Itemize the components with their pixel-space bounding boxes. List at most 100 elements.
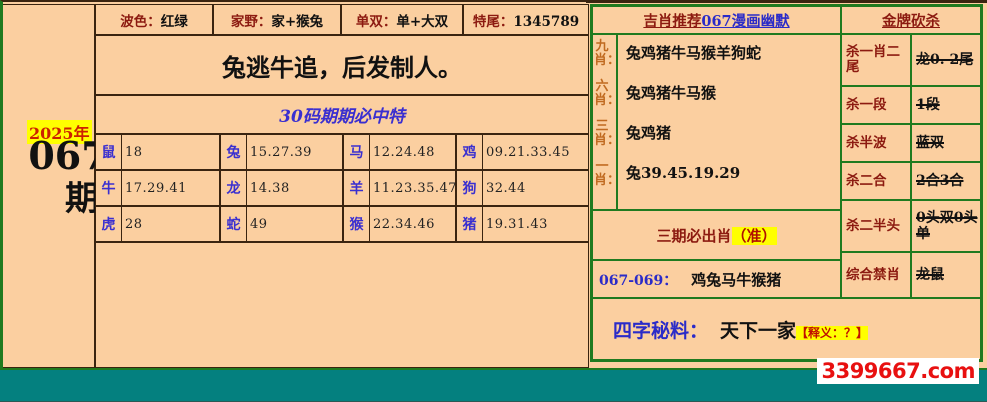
recommend-body bbox=[592, 34, 841, 210]
zodiac-numbers: 11.23.35.47 bbox=[373, 180, 458, 196]
header-label-bose: 波色： bbox=[120, 13, 161, 30]
zodiac-cell: 龙 14.38 bbox=[220, 170, 343, 206]
left-panel: 波色：红绿 家野：家+猴兔 单双：单+大双 特尾：1345789 兔逃牛追，后发… bbox=[0, 0, 589, 368]
zodiac-cell: 狗 32.44 bbox=[456, 170, 589, 206]
issue-year: 2025年 bbox=[27, 120, 92, 144]
code30-text: 30码期期必中特 bbox=[279, 107, 405, 127]
zodiac-cell: 牛 17.29.41 bbox=[95, 170, 220, 206]
zodiac-numbers: 14.38 bbox=[250, 180, 290, 196]
recommend-value-six: 兔鸡猪牛马猴 bbox=[626, 83, 717, 102]
zodiac-name: 鼠 bbox=[96, 135, 122, 169]
kill-label-cell: 杀一段 bbox=[841, 86, 911, 124]
zodiac-cell: 鼠 18 bbox=[95, 134, 220, 170]
range-value: 鸡兔马牛猴猪 bbox=[691, 270, 782, 289]
zodiac-name: 猴 bbox=[344, 207, 370, 241]
zodiac-numbers: 17.29.41 bbox=[125, 180, 187, 196]
kill-value-cell: 2合3合 bbox=[911, 162, 981, 200]
zodiac-numbers: 49 bbox=[250, 216, 268, 232]
zodiac-numbers: 22.34.46 bbox=[373, 216, 435, 232]
slogan-text: 兔逃牛追，后发制人。 bbox=[222, 52, 462, 82]
kill-label-cell: 杀二半头 bbox=[841, 200, 911, 252]
three-issue-title-cell: 三期必出肖（准） bbox=[592, 210, 841, 260]
zodiac-numbers: 09.21.33.45 bbox=[486, 144, 571, 160]
zodiac-cell: 蛇 49 bbox=[220, 206, 343, 242]
recommend-value-three: 兔鸡猪 bbox=[626, 123, 672, 142]
issue-suffix: 期 bbox=[65, 179, 99, 219]
zodiac-cell: 猪 19.31.43 bbox=[456, 206, 589, 242]
kill-value-cell: 0头双0头单 bbox=[911, 200, 981, 252]
code30-cell: 30码期期必中特 bbox=[95, 95, 589, 134]
range-label: 067-069： bbox=[599, 272, 678, 289]
xiao-label-divider bbox=[616, 34, 618, 210]
zodiac-name: 猪 bbox=[457, 207, 483, 241]
header-cell-bose: 波色：红绿 bbox=[95, 4, 213, 35]
watermark-text: 3399667.com bbox=[821, 359, 975, 383]
zodiac-numbers: 18 bbox=[125, 144, 143, 160]
zodiac-name: 狗 bbox=[457, 171, 483, 205]
kill-panel-title: 金牌砍杀 bbox=[882, 12, 940, 30]
slogan-cell: 兔逃牛追，后发制人。 bbox=[95, 35, 589, 95]
zodiac-name: 虎 bbox=[96, 207, 122, 241]
xiao-label-nine: 九 肖： bbox=[594, 39, 621, 68]
zodiac-name: 兔 bbox=[221, 135, 247, 169]
kill-label-cell: 杀半波 bbox=[841, 124, 911, 162]
header-value-jiaye: 家+猴兔 bbox=[271, 13, 324, 30]
zodiac-cell: 鸡 09.21.33.45 bbox=[456, 134, 589, 170]
header-cell-danshuang: 单双：单+大双 bbox=[341, 4, 463, 35]
zodiac-cell: 兔 15.27.39 bbox=[220, 134, 343, 170]
kill-label-cell: 综合禁肖 bbox=[841, 252, 911, 298]
four-char-cell: 四字秘料： 天下一家【释义：？】 bbox=[592, 298, 981, 360]
kill-label-cell: 杀一肖二尾 bbox=[841, 34, 911, 86]
zodiac-name: 羊 bbox=[344, 171, 370, 205]
zodiac-cell: 虎 28 bbox=[95, 206, 220, 242]
zodiac-name: 蛇 bbox=[221, 207, 247, 241]
kill-value-cell: 蓝双 bbox=[911, 124, 981, 162]
xiao-label-six: 六 肖： bbox=[594, 79, 621, 108]
kill-value-cell: 1段 bbox=[911, 86, 981, 124]
kill-value-cell: 龙鼠 bbox=[911, 252, 981, 298]
xiao-label-three: 三 肖： bbox=[594, 119, 621, 148]
kill-label-cell: 杀二合 bbox=[841, 162, 911, 200]
zodiac-name: 牛 bbox=[96, 171, 122, 205]
header-value-bose: 红绿 bbox=[160, 13, 188, 30]
zodiac-numbers: 32.44 bbox=[486, 180, 526, 196]
header-label-danshuang: 单双： bbox=[355, 13, 397, 30]
issue-number: 067 bbox=[28, 133, 108, 178]
four-char-note[interactable]: 【释义：？】 bbox=[796, 325, 869, 340]
recommend-title-link[interactable]: 067漫画幽默 bbox=[701, 12, 790, 30]
zodiac-numbers: 15.27.39 bbox=[250, 144, 312, 160]
xiao-label-one: 一 肖： bbox=[594, 159, 621, 188]
watermark: 3399667.com bbox=[817, 358, 979, 384]
zodiac-name: 龙 bbox=[221, 171, 247, 205]
four-char-value: 天下一家 bbox=[720, 319, 797, 342]
zodiac-name: 马 bbox=[344, 135, 370, 169]
issue-block bbox=[3, 4, 95, 368]
three-issue-note: （准） bbox=[731, 226, 777, 245]
header-label-jiaye: 家野： bbox=[230, 13, 272, 30]
four-char-label: 四字秘料： bbox=[613, 319, 709, 342]
xiao-label-column: 九 肖： 六 肖： 三 肖： 一 肖： bbox=[594, 36, 621, 208]
empty-region bbox=[95, 242, 589, 368]
right-panel: 吉肖推荐067漫画幽默 金牌砍杀 九 肖： 六 肖： 三 肖： 一 肖： bbox=[590, 4, 983, 362]
recommend-value-nine: 兔鸡猪牛马猴羊狗蛇 bbox=[626, 43, 762, 62]
header-label-tewei: 特尾： bbox=[472, 13, 514, 30]
zodiac-cell: 马 12.24.48 bbox=[343, 134, 456, 170]
three-issue-range-cell: 067-069： 鸡兔马牛猴猪 bbox=[592, 260, 841, 298]
zodiac-cell: 猴 22.34.46 bbox=[343, 206, 456, 242]
header-value-tewei: 1345789 bbox=[513, 13, 580, 30]
header-cell-tewei: 特尾：1345789 bbox=[463, 4, 589, 35]
three-issue-title: 三期必出肖 bbox=[656, 226, 732, 245]
zodiac-cell: 羊 11.23.35.47 bbox=[343, 170, 458, 206]
zodiac-numbers: 12.24.48 bbox=[373, 144, 435, 160]
zodiac-name: 鸡 bbox=[457, 135, 483, 169]
recommend-value-one: 兔39.45.19.29 bbox=[626, 163, 741, 182]
kill-title-cell: 金牌砍杀 bbox=[841, 6, 981, 34]
zodiac-numbers: 28 bbox=[125, 216, 143, 232]
zodiac-numbers: 19.31.43 bbox=[486, 216, 548, 232]
header-cell-jiaye: 家野：家+猴兔 bbox=[213, 4, 341, 35]
recommend-title-prefix: 吉肖推荐 bbox=[643, 12, 702, 30]
kill-value-cell: 龙0. 2尾 bbox=[911, 34, 981, 86]
recommend-title-cell: 吉肖推荐067漫画幽默 bbox=[592, 6, 841, 34]
header-value-danshuang: 单+大双 bbox=[396, 13, 449, 30]
